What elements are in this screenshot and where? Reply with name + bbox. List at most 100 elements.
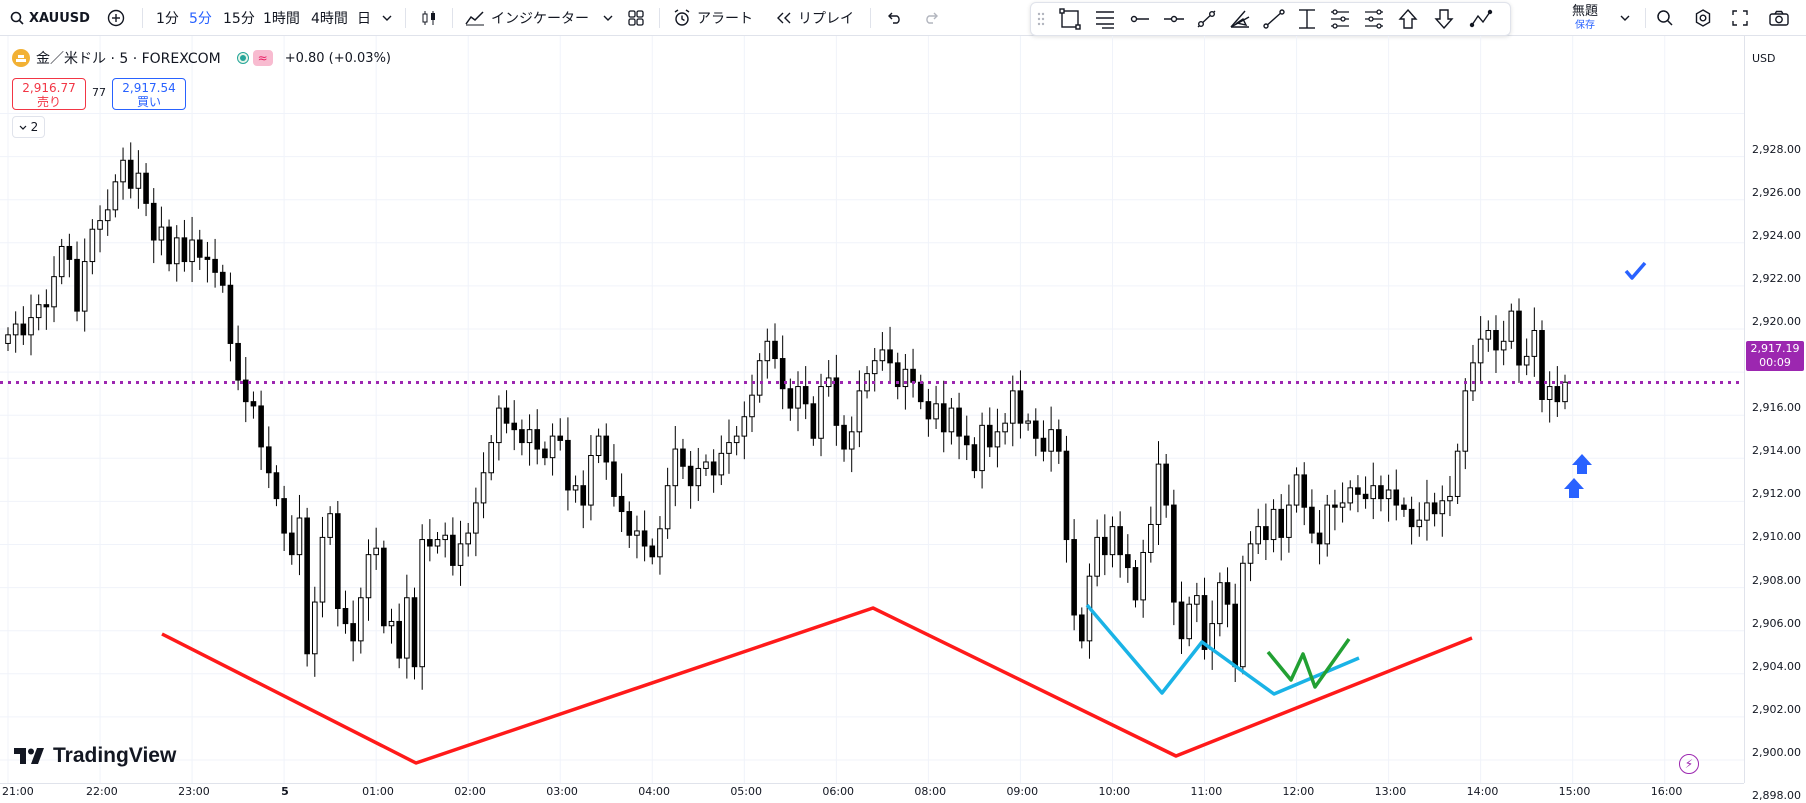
trend-line-tool-icon[interactable]: [1263, 9, 1285, 29]
candle-body: [312, 601, 318, 655]
rectangle-tool-icon[interactable]: [1059, 8, 1081, 30]
alert-label: アラート: [697, 11, 753, 27]
indicators-collapse-button[interactable]: 2: [12, 116, 45, 138]
pitchfork-tool-icon[interactable]: [1331, 9, 1349, 29]
candle: [404, 574, 410, 679]
candle: [1554, 366, 1561, 417]
zigzag-red[interactable]: [161, 606, 1473, 765]
projection-tool-icon[interactable]: [1469, 9, 1493, 28]
candle: [381, 540, 387, 634]
horizontal-ray-tool-icon[interactable]: [1130, 15, 1149, 23]
buy-button[interactable]: 2,917.54 買い: [112, 78, 186, 110]
candle: [1339, 482, 1346, 523]
arrow-up-marker[interactable]: [1564, 478, 1584, 498]
horizontal-line-tool-icon[interactable]: [1164, 15, 1184, 23]
trend-angle-tool-icon[interactable]: [1197, 10, 1216, 28]
candle-body: [304, 517, 310, 655]
parallel-channel-tool-icon[interactable]: [1365, 9, 1383, 29]
price-axis[interactable]: [1744, 36, 1806, 783]
fullscreen-button[interactable]: [1732, 0, 1748, 36]
candle: [1032, 408, 1039, 457]
sell-button[interactable]: 2,916.77 売り: [12, 78, 86, 110]
candle: [1523, 338, 1530, 376]
redo-button[interactable]: [924, 0, 940, 36]
candle: [871, 347, 878, 392]
text-lines-tool-icon[interactable]: [1096, 11, 1114, 29]
interval-4h[interactable]: 4時間: [311, 11, 348, 27]
data-delay-icon[interactable]: ≈: [252, 50, 273, 66]
price-change: +0.80 (+0.03%): [284, 50, 392, 66]
candle: [787, 378, 794, 421]
candle: [1247, 531, 1254, 582]
candle-body: [1332, 504, 1338, 508]
zigzag-green[interactable]: [1266, 637, 1351, 689]
candle: [572, 475, 579, 503]
time-axis[interactable]: [0, 783, 1744, 803]
quick-search-button[interactable]: [1656, 0, 1674, 36]
candle-body: [795, 386, 801, 409]
candle-body: [1032, 420, 1039, 439]
lightning-icon[interactable]: ⚡: [1679, 754, 1699, 774]
candle-body: [971, 444, 978, 472]
interval-1h[interactable]: 1時間: [263, 11, 300, 27]
interval-5m[interactable]: 5分: [189, 11, 212, 27]
bar-countdown: 00:09: [1759, 356, 1791, 369]
candle-body: [1508, 310, 1515, 342]
symbol-search-button[interactable]: XAUUSD: [10, 0, 90, 36]
price-chart[interactable]: [0, 36, 1744, 783]
interval-dropdown[interactable]: [382, 0, 392, 36]
layout-save-button[interactable]: 無題 保存: [1572, 5, 1598, 33]
search-icon: [1656, 9, 1674, 27]
candle: [1270, 499, 1277, 553]
fib-fan-tool-icon[interactable]: [1230, 10, 1250, 28]
time-tick-label: 04:00: [638, 785, 670, 798]
candle-body: [657, 528, 663, 558]
tradingview-logo[interactable]: TradingView: [14, 744, 176, 768]
alert-button[interactable]: アラート: [673, 0, 753, 36]
currency-label[interactable]: USD: [1752, 52, 1776, 65]
candle: [618, 473, 625, 533]
checkmark-marker[interactable]: [1624, 261, 1647, 280]
arrow-up-tool-icon[interactable]: [1398, 8, 1418, 29]
spread-value: 77: [92, 86, 106, 99]
compare-symbol-button[interactable]: [107, 0, 125, 36]
candle-body: [1217, 582, 1223, 625]
arrow-up-marker[interactable]: [1572, 454, 1592, 474]
screenshot-button[interactable]: [1769, 0, 1789, 36]
candle: [1109, 516, 1116, 568]
buy-price: 2,917.54: [122, 81, 176, 95]
candle: [565, 417, 571, 511]
candle-body: [519, 429, 525, 444]
candle: [189, 216, 195, 283]
candle-body: [917, 381, 924, 403]
symbol-title[interactable]: 金／米ドル · 5 · FOREXCOM: [36, 51, 221, 67]
indicators-button[interactable]: インジケーター: [465, 0, 613, 36]
candle-body: [496, 407, 502, 444]
interval-1d[interactable]: 日: [357, 11, 371, 27]
interval-1m[interactable]: 1分: [156, 11, 179, 27]
settings-button[interactable]: [1694, 0, 1712, 36]
price-range-tool-icon[interactable]: [1299, 9, 1315, 29]
price-tick-label: 2,926.00: [1752, 185, 1801, 199]
time-tick-label: 10:00: [1098, 785, 1131, 798]
candle-body: [181, 237, 188, 263]
chart-type-button[interactable]: [420, 0, 438, 36]
arrow-down-tool-icon[interactable]: [1434, 9, 1454, 30]
drag-handle-icon[interactable]: [1037, 12, 1045, 26]
candle: [358, 587, 364, 654]
candle: [1102, 514, 1108, 576]
layouts-button[interactable]: [628, 0, 644, 36]
candle: [802, 366, 809, 420]
interval-15m[interactable]: 15分: [223, 11, 255, 27]
candle: [35, 294, 42, 331]
candle: [588, 435, 594, 521]
candle: [89, 219, 96, 275]
candle: [173, 225, 180, 282]
replay-button[interactable]: リプレイ: [776, 0, 854, 36]
layout-menu-dropdown[interactable]: [1620, 0, 1630, 36]
undo-button[interactable]: [886, 0, 902, 36]
candle-body: [1079, 614, 1085, 642]
time-tick-label: 01:00: [362, 785, 394, 798]
zigzag-blue[interactable]: [1085, 603, 1360, 696]
candle-body: [135, 172, 142, 189]
